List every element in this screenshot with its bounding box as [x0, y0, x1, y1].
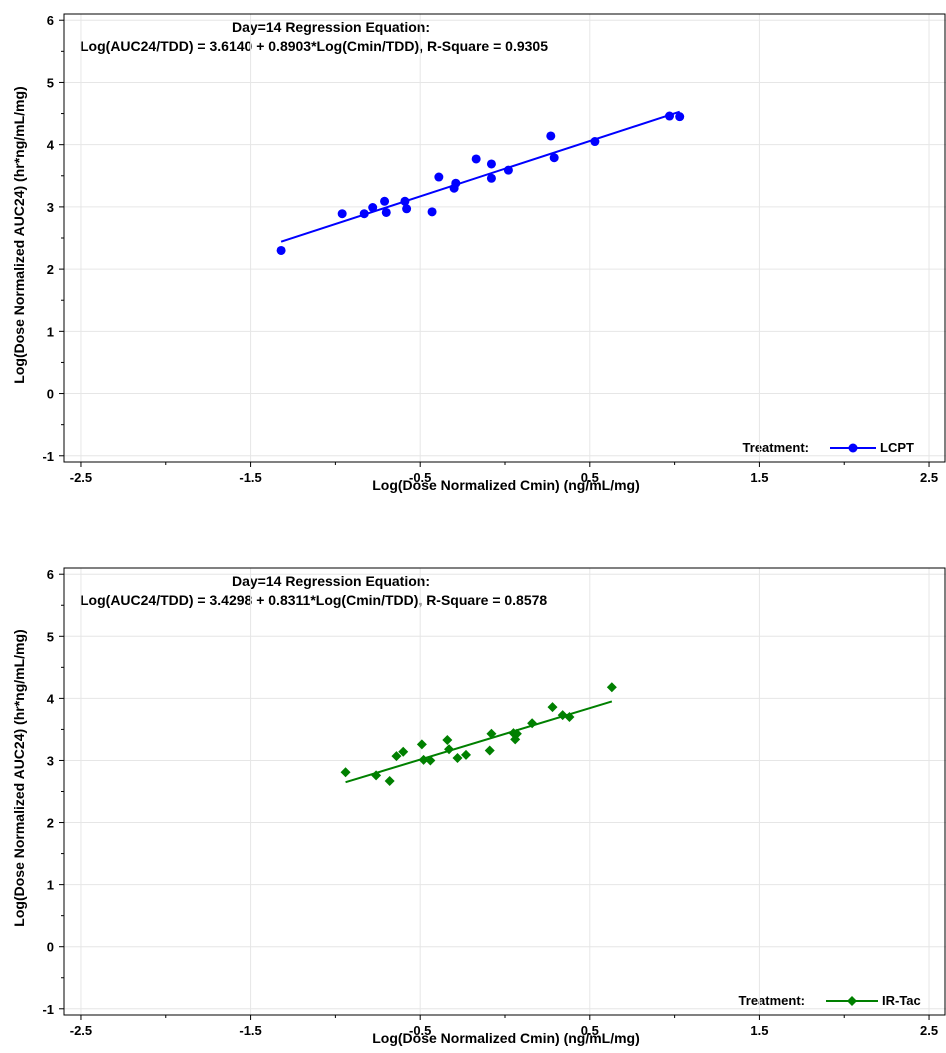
data-point [444, 744, 455, 755]
y-tick-label: 0 [47, 940, 54, 955]
y-tick-label: 4 [47, 691, 55, 706]
data-point [427, 207, 437, 217]
data-point [606, 682, 617, 693]
regression-line [345, 700, 613, 784]
x-tick-label: -1.5 [239, 470, 261, 485]
plot-frame [63, 13, 946, 463]
data-point [368, 203, 378, 213]
data-point [276, 245, 286, 255]
data-point [402, 204, 412, 214]
data-point [486, 173, 496, 183]
data-point [380, 196, 390, 206]
panel-1-legend-title: Treatment: [743, 440, 809, 455]
panel-1-xlabel: Log(Dose Normalized Cmin) (ng/mL/mg) [372, 477, 640, 493]
regression-line [280, 110, 681, 243]
legend-marker [848, 443, 858, 453]
y-tick-label: 6 [47, 13, 54, 28]
data-point [371, 770, 382, 781]
panel-1-equation-title: Day=14 Regression Equation: [232, 19, 430, 35]
panel-1-legend-label: LCPT [880, 440, 914, 455]
panel-2-equation-title: Day=14 Regression Equation: [232, 573, 430, 589]
data-point [418, 754, 429, 765]
data-point [398, 746, 409, 757]
x-tick-label: -2.5 [70, 1023, 92, 1038]
x-tick-label: 1.5 [750, 470, 768, 485]
legend-marker [847, 996, 857, 1006]
y-tick-label: 1 [47, 878, 54, 893]
data-point [547, 702, 558, 713]
data-point [590, 137, 600, 147]
x-tick-label: 0.5 [581, 470, 599, 485]
y-tick-label: -1 [42, 449, 54, 464]
y-tick-label: 3 [47, 200, 54, 215]
data-point [451, 178, 461, 188]
x-tick-label: 0.5 [581, 1023, 599, 1038]
data-point [675, 112, 685, 122]
x-tick-label: 1.5 [750, 1023, 768, 1038]
data-point [486, 159, 496, 169]
data-point [442, 734, 453, 745]
panel-2-ylabel: Log(Dose Normalized AUC24) (hr*ng/mL/mg) [11, 629, 27, 926]
data-point [425, 755, 436, 766]
data-point [381, 207, 391, 217]
y-tick-label: 5 [47, 629, 54, 644]
data-point [434, 172, 444, 182]
y-tick-label: 2 [47, 816, 54, 831]
data-point [503, 165, 513, 175]
data-point [549, 153, 559, 163]
y-tick-label: 0 [47, 387, 54, 402]
y-tick-label: 5 [47, 75, 54, 90]
data-point [471, 154, 481, 164]
data-point [484, 745, 495, 756]
x-tick-label: -0.5 [409, 1023, 431, 1038]
panel-2-legend-label: IR-Tac [882, 993, 921, 1008]
y-tick-label: 4 [47, 138, 55, 153]
y-tick-label: 2 [47, 262, 54, 277]
panel-1-equation: Log(AUC24/TDD) = 3.6140 + 0.8903*Log(Cmi… [80, 38, 548, 54]
x-tick-label: -0.5 [409, 470, 431, 485]
data-point [416, 739, 427, 750]
x-tick-label: 2.5 [920, 1023, 938, 1038]
panel-2-plot: -2.5 -1.5 -0.5 0.5 1.5 2.5 -1 0 1 2 3 4 5 6 [42, 567, 946, 1038]
data-point [486, 728, 497, 739]
panel-2-legend-title: Treatment: [739, 993, 805, 1008]
data-point [400, 196, 410, 206]
panel-2-equation: Log(AUC24/TDD) = 3.4298 + 0.8311*Log(Cmi… [80, 592, 547, 608]
data-point [564, 712, 575, 722]
y-tick-label: 1 [47, 324, 54, 339]
data-point [359, 209, 369, 219]
panel-1-ylabel: Log(Dose Normalized AUC24) (hr*ng/mL/mg) [11, 86, 27, 383]
data-point [391, 751, 402, 762]
data-point [665, 111, 675, 121]
panel-1-plot: -2.5 -1.5 -0.5 0.5 1.5 2.5 -1 0 1 2 3 4 5 6 [42, 13, 946, 485]
data-point [452, 752, 463, 763]
y-tick-label: 3 [47, 753, 54, 768]
x-tick-label: 2.5 [920, 470, 938, 485]
panel-2: Log(Dose Normalized AUC24) (hr*ng/mL/mg)… [11, 573, 921, 1046]
x-tick-label: -2.5 [70, 470, 92, 485]
data-point [527, 718, 538, 729]
y-tick-label: -1 [42, 1002, 54, 1017]
plot-frame [63, 567, 946, 1016]
x-tick-label: -1.5 [239, 1023, 261, 1038]
data-point [460, 749, 471, 760]
y-tick-label: 6 [47, 567, 54, 582]
data-point [546, 131, 556, 141]
data-point [340, 767, 351, 778]
panel-1: Log(Dose Normalized AUC24) (hr*ng/mL/mg)… [11, 19, 914, 493]
panel-2-xlabel: Log(Dose Normalized Cmin) (ng/mL/mg) [372, 1030, 640, 1046]
data-point [511, 728, 522, 739]
data-point [337, 209, 347, 219]
data-point [384, 775, 395, 786]
